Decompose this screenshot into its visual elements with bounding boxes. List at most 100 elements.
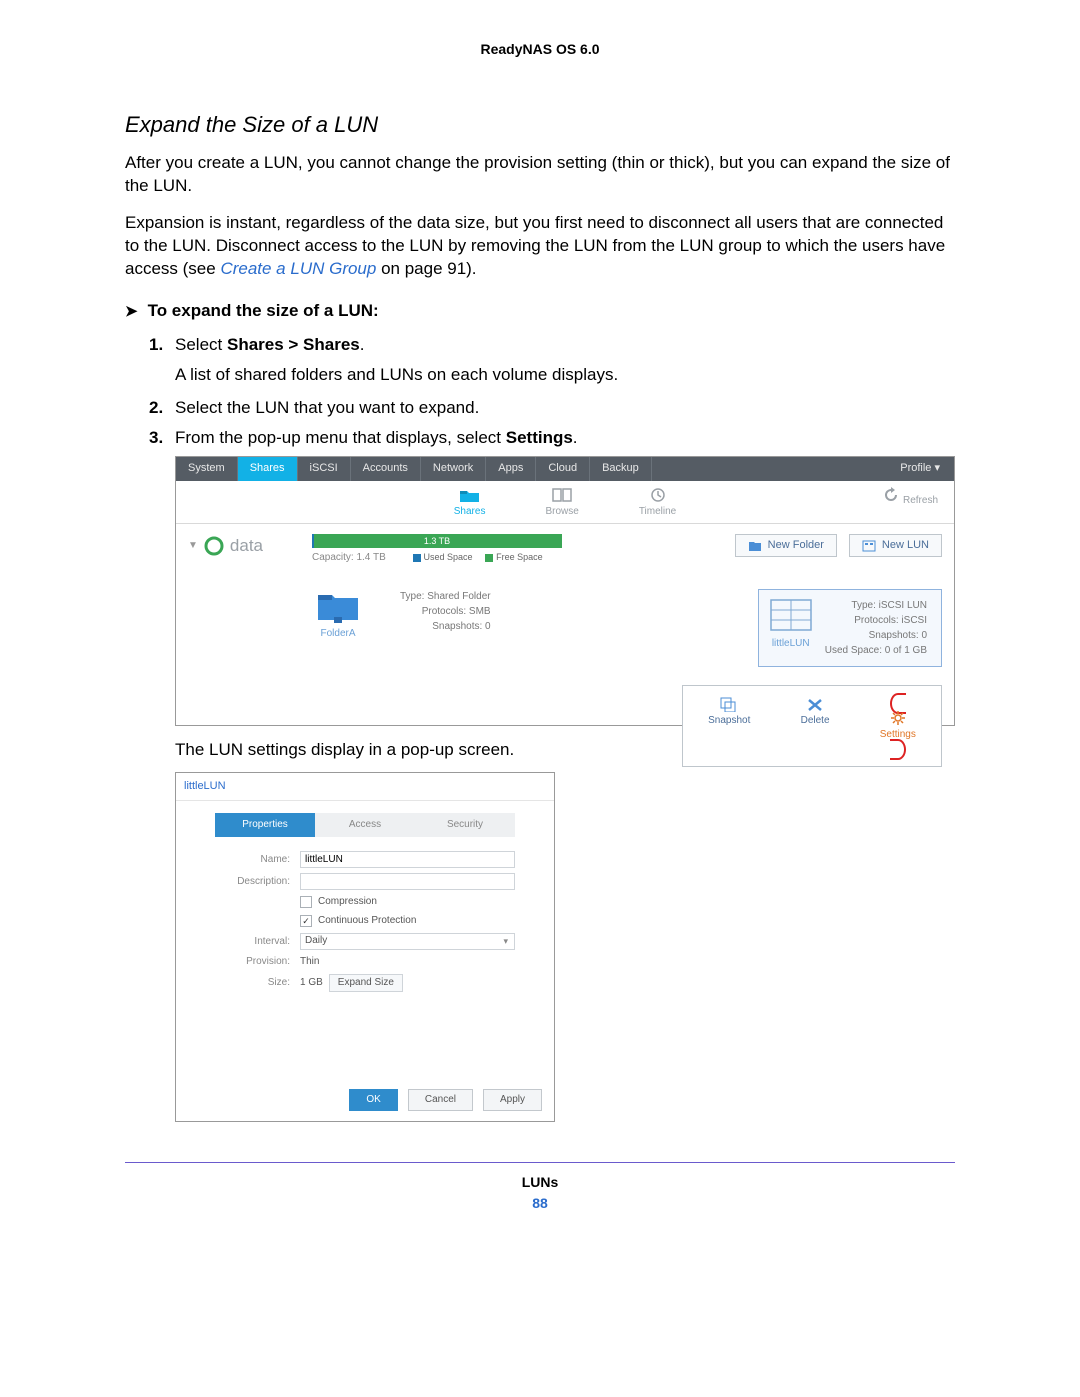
- delete-icon: [805, 696, 825, 712]
- popup-delete-label: Delete: [801, 715, 830, 726]
- page-number: 88: [125, 1194, 955, 1214]
- lun-popup-menu: Snapshot Delete Settings: [682, 685, 942, 767]
- compression-checkbox[interactable]: [300, 896, 312, 908]
- doc-header: ReadyNAS OS 6.0: [125, 40, 955, 60]
- subnav-timeline-label: Timeline: [639, 506, 676, 517]
- step2-body: Select the LUN that you want to expand.: [175, 396, 955, 420]
- cancel-button[interactable]: Cancel: [408, 1089, 473, 1111]
- volume-icon: [204, 536, 224, 556]
- lun-info-type: Type: iSCSI LUN: [825, 598, 927, 613]
- menu-apps[interactable]: Apps: [486, 457, 536, 481]
- size-value: 1 GB: [300, 976, 323, 990]
- ok-button[interactable]: OK: [349, 1089, 397, 1111]
- subnav-timeline[interactable]: Timeline: [639, 487, 676, 519]
- capacity-bar: 1.3 TB: [312, 534, 562, 548]
- menu-shares[interactable]: Shares: [238, 457, 298, 481]
- lun-info-used: Used Space: 0 of 1 GB: [825, 643, 927, 658]
- folder-name: FolderA: [316, 627, 360, 641]
- procedure-heading: To expand the size of a LUN:: [125, 299, 955, 323]
- contprot-checkbox[interactable]: ✓: [300, 915, 312, 927]
- folder-item[interactable]: FolderA: [316, 589, 360, 641]
- main-menubar: System Shares iSCSI Accounts Network App…: [176, 457, 954, 481]
- step1-post: .: [360, 335, 365, 354]
- lun-large-icon: [769, 598, 813, 632]
- capacity-legend: Used Space Free Space: [403, 552, 543, 562]
- folder-open-icon: [459, 487, 481, 503]
- capacity-text: Capacity: 1.4 TB: [312, 552, 386, 563]
- subnav-iconbar: Shares Browse Timeline Refresh: [176, 481, 954, 524]
- contprot-label: Continuous Protection: [318, 914, 416, 928]
- dialog-title: littleLUN: [176, 773, 554, 801]
- new-folder-button[interactable]: New Folder: [735, 534, 837, 557]
- provision-value: Thin: [300, 955, 319, 969]
- tab-access[interactable]: Access: [315, 813, 415, 837]
- step-1: 1. Select Shares > Shares.: [149, 333, 955, 357]
- legend-used: Used Space: [424, 552, 473, 562]
- menu-cloud[interactable]: Cloud: [536, 457, 590, 481]
- lun-info-snapshots: Snapshots: 0: [825, 628, 927, 643]
- dialog-tabs: Properties Access Security: [215, 813, 515, 837]
- lun-item-selected[interactable]: littleLUN Type: iSCSI LUN Protocols: iSC…: [758, 589, 942, 667]
- step-3: 3. From the pop-up menu that displays, s…: [149, 426, 955, 450]
- popup-snapshot[interactable]: Snapshot: [708, 696, 750, 756]
- footer-section: LUNs: [125, 1173, 955, 1193]
- step3-pre: From the pop-up menu that displays, sele…: [175, 428, 506, 447]
- link-create-lun-group[interactable]: Create a LUN Group: [220, 259, 376, 278]
- chevron-down-icon: ▼: [188, 539, 198, 553]
- menu-profile[interactable]: Profile ▾: [886, 457, 954, 481]
- lun-icon: [862, 540, 876, 552]
- refresh-icon: [882, 487, 900, 503]
- menu-accounts[interactable]: Accounts: [351, 457, 421, 481]
- popup-settings-label: Settings: [880, 728, 916, 742]
- folder-info-type: Type: Shared Folder: [400, 589, 491, 604]
- legend-free: Free Space: [496, 552, 543, 562]
- subnav-refresh-label: Refresh: [903, 495, 938, 506]
- name-label: Name:: [215, 853, 300, 867]
- menu-system[interactable]: System: [176, 457, 238, 481]
- provision-label: Provision:: [215, 955, 300, 969]
- snapshot-icon: [719, 696, 739, 712]
- folder-share-icon: [316, 589, 360, 623]
- apply-button[interactable]: Apply: [483, 1089, 542, 1111]
- section-title: Expand the Size of a LUN: [125, 110, 955, 141]
- subnav-shares[interactable]: Shares: [454, 487, 486, 519]
- compression-label: Compression: [318, 895, 377, 909]
- lun-info: Type: iSCSI LUN Protocols: iSCSI Snapsho…: [825, 598, 927, 658]
- folder-info-snapshots: Snapshots: 0: [400, 619, 491, 634]
- caption-1: The LUN settings display in a pop-up scr…: [175, 738, 955, 762]
- expand-size-button[interactable]: Expand Size: [329, 974, 403, 992]
- menu-network[interactable]: Network: [421, 457, 486, 481]
- step1-bold: Shares > Shares: [227, 335, 360, 354]
- popup-delete[interactable]: Delete: [801, 696, 830, 756]
- screenshot-lun-settings: littleLUN Properties Access Security Nam…: [175, 772, 555, 1122]
- interval-select[interactable]: Daily: [300, 933, 515, 950]
- name-input[interactable]: [300, 851, 515, 868]
- step3-bold: Settings: [506, 428, 573, 447]
- new-folder-label: New Folder: [768, 538, 824, 553]
- folder-icon: [748, 540, 762, 552]
- capacity-bar-label: 1.3 TB: [424, 534, 450, 548]
- screenshot-shares: System Shares iSCSI Accounts Network App…: [175, 456, 955, 726]
- menu-iscsi[interactable]: iSCSI: [298, 457, 351, 481]
- new-lun-button[interactable]: New LUN: [849, 534, 942, 557]
- volume-name: data: [230, 534, 263, 558]
- folder-info: Type: Shared Folder Protocols: SMB Snaps…: [400, 589, 497, 634]
- size-label: Size:: [215, 976, 300, 990]
- paragraph-expansion-b: on page 91).: [376, 259, 476, 278]
- popup-settings[interactable]: Settings: [880, 696, 916, 756]
- subnav-refresh[interactable]: Refresh: [882, 487, 938, 508]
- step-1-sub: A list of shared folders and LUNs on eac…: [175, 363, 955, 387]
- step-number: 3.: [149, 426, 175, 450]
- step-2: 2. Select the LUN that you want to expan…: [149, 396, 955, 420]
- browse-icon: [551, 487, 573, 503]
- subnav-browse[interactable]: Browse: [545, 487, 578, 519]
- tab-properties[interactable]: Properties: [215, 813, 315, 837]
- tab-security[interactable]: Security: [415, 813, 515, 837]
- footer-rule: [125, 1162, 955, 1163]
- volume-label[interactable]: ▼ data: [188, 534, 298, 558]
- description-label: Description:: [215, 875, 300, 889]
- description-input[interactable]: [300, 873, 515, 890]
- folder-info-protocols: Protocols: SMB: [400, 604, 491, 619]
- step-number: 1.: [149, 333, 175, 357]
- menu-backup[interactable]: Backup: [590, 457, 652, 481]
